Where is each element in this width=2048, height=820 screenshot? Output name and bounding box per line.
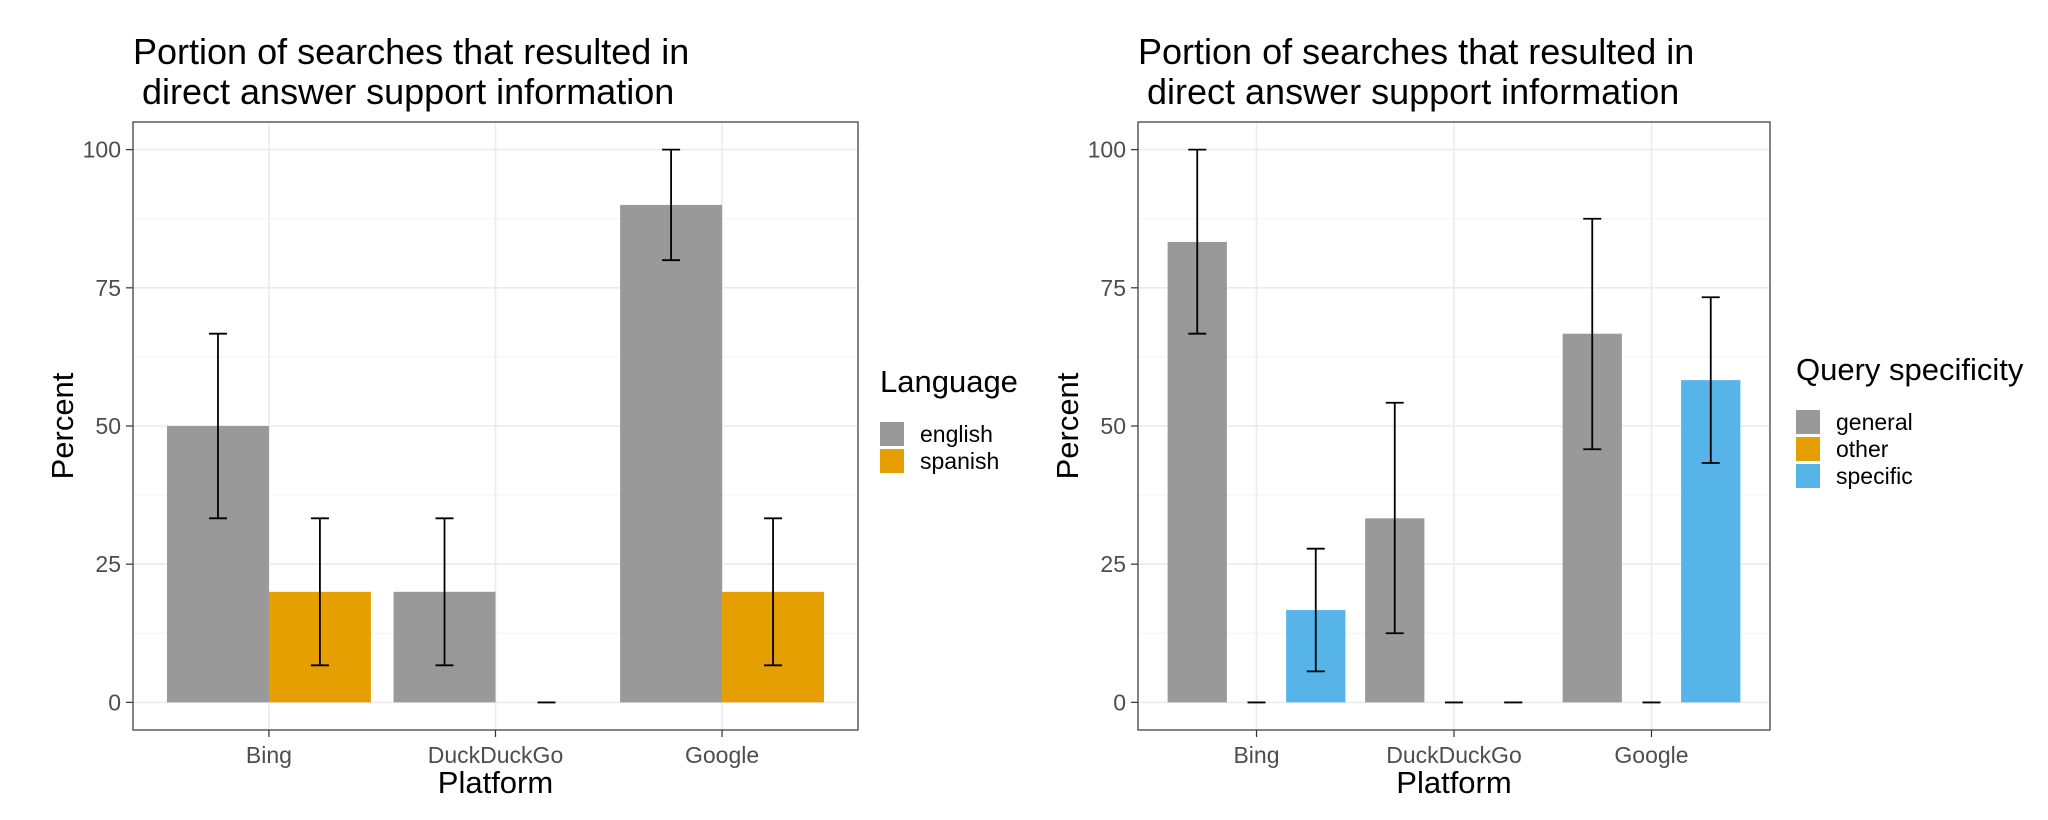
chart-title: Portion of searches that resulted in dire… (1138, 31, 1694, 112)
errorbar-english-Google (662, 148, 681, 262)
x-tick-label-Bing: Bing (246, 742, 292, 768)
legend-swatch-spanish (880, 449, 904, 473)
x-tick-label-Bing: Bing (1233, 742, 1279, 768)
y-tick-label: 0 (108, 689, 121, 715)
x-tick-label-Google: Google (1614, 742, 1688, 768)
legend-label-spanish: spanish (920, 448, 999, 474)
x-tick-label-DuckDuckGo: DuckDuckGo (428, 742, 563, 768)
errorbar-specific-Google (1701, 296, 1720, 464)
errorbar-spanish-Google (764, 517, 783, 667)
legend-label-general: general (1836, 409, 1913, 435)
errorbar-general-Google (1583, 217, 1602, 451)
y-tick-label: 75 (95, 275, 121, 301)
y-tick-label: 50 (95, 413, 121, 439)
errorbar-spanish-Bing (310, 517, 329, 667)
x-tick-label-Google: Google (685, 742, 759, 768)
x-axis-title: Platform (1396, 765, 1511, 800)
errorbar-general-Bing (1188, 148, 1207, 335)
errorbar-general-DuckDuckGo (1385, 401, 1404, 635)
bar-english-Google (620, 204, 723, 703)
errorbar-english-DuckDuckGo (435, 517, 454, 667)
y-tick-label: 100 (83, 137, 121, 163)
legend-swatch-general (1796, 410, 1820, 434)
chart-panel-2: Portion of searches that resulted in dire… (1050, 31, 2024, 800)
chart-panel-1: Portion of searches that resulted in dire… (45, 31, 1018, 800)
chart-title: Portion of searches that resulted in dire… (133, 31, 689, 112)
series-general (1167, 148, 1622, 703)
legend-swatch-specific (1796, 464, 1820, 488)
legend-title: Language (880, 364, 1018, 399)
legend-swatch-other (1796, 437, 1820, 461)
y-tick-label: 25 (95, 551, 121, 577)
y-axis-title: Percent (45, 372, 80, 479)
legend-label-specific: specific (1836, 463, 1913, 489)
legend-label-other: other (1836, 436, 1889, 462)
legend-title: Query specificity (1796, 352, 2024, 387)
y-tick-label: 100 (1088, 137, 1126, 163)
x-axis-title: Platform (438, 765, 553, 800)
legend-swatch-english (880, 422, 904, 446)
errorbar-specific-Bing (1306, 547, 1325, 673)
series-spanish (268, 517, 825, 704)
y-tick-label: 25 (1100, 551, 1126, 577)
errorbar-english-Bing (208, 332, 227, 520)
legend-label-english: english (920, 421, 993, 447)
y-tick-label: 0 (1113, 689, 1126, 715)
y-tick-label: 75 (1100, 275, 1126, 301)
series-english (166, 148, 723, 703)
y-axis-title: Percent (1050, 372, 1085, 479)
x-tick-label-DuckDuckGo: DuckDuckGo (1386, 742, 1521, 768)
y-tick-label: 50 (1100, 413, 1126, 439)
series-specific (1286, 296, 1741, 704)
gridlines (1138, 122, 1770, 730)
